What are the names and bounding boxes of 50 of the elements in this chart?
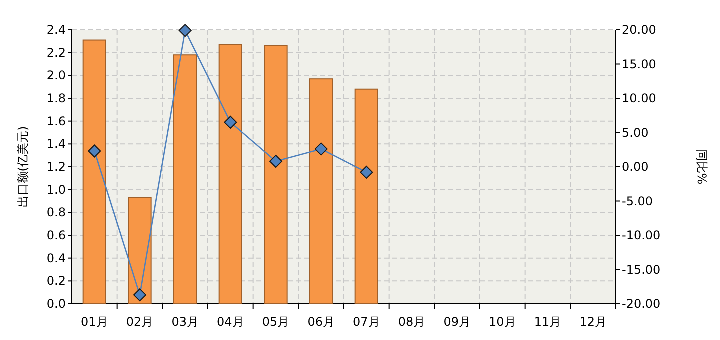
y-tick-label: 0.6 (46, 228, 66, 242)
y-tick-label: 1.2 (46, 160, 66, 174)
x-tick-label: 06月 (308, 315, 335, 329)
x-tick-label: 11月 (534, 315, 562, 329)
point (314, 142, 328, 156)
y2-tick-label: 5.00 (622, 126, 649, 140)
y2-tick-label: -10.00 (622, 228, 661, 242)
bar (128, 197, 152, 304)
point (134, 288, 146, 302)
y-axis-title: 出口额(亿美元) (16, 126, 30, 208)
bar (354, 88, 378, 304)
point (224, 116, 238, 129)
bar (174, 54, 198, 304)
y-tick-label: 1.6 (46, 114, 66, 128)
x-tick-label: 12月 (580, 315, 607, 329)
x-tick-label: 02月 (126, 315, 154, 329)
x-tick-label: 08月 (398, 315, 426, 329)
y-tick-label: 2.0 (46, 68, 66, 83)
y2-axis-title: 同比% (695, 149, 709, 185)
x-tick-label: 10月 (489, 315, 516, 329)
x-tick-label: 09月 (444, 315, 471, 329)
bar (82, 40, 106, 304)
y2-tick-label: 0.00 (622, 160, 649, 174)
bar (310, 78, 334, 304)
y2-tick-label: -20.00 (622, 297, 661, 311)
y-tick-label: 1.4 (46, 137, 66, 152)
y-tick-label: 2.4 (46, 23, 66, 37)
y-tick-label: 1.0 (46, 182, 66, 197)
y2-tick-label: 20.00 (622, 23, 656, 37)
y2-tick-label: -15.00 (622, 262, 661, 277)
x-tick-label: 05月 (262, 315, 290, 329)
x-tick-label: 03月 (172, 315, 199, 329)
y2-tick-label: -5.00 (622, 194, 654, 208)
y2-tick-label: 10.00 (622, 92, 656, 106)
y-tick-label: 0.8 (46, 206, 66, 220)
bar (264, 45, 288, 304)
x-tick-label: 04月 (217, 315, 244, 329)
y-tick-label: 2.2 (46, 46, 66, 60)
point (360, 166, 374, 179)
point (178, 24, 192, 38)
y-tick-label: 0.2 (46, 274, 66, 288)
y2-tick-label: 15.00 (622, 57, 656, 72)
x-tick-label: 01月 (81, 315, 108, 329)
y-tick-label: 0.4 (46, 251, 66, 266)
x-tick-label: 07月 (353, 315, 380, 329)
y-tick-label: 1.8 (46, 92, 66, 106)
point (88, 144, 102, 158)
bar (218, 44, 242, 304)
y-tick-label: 0.0 (46, 297, 66, 311)
point (270, 155, 282, 168)
